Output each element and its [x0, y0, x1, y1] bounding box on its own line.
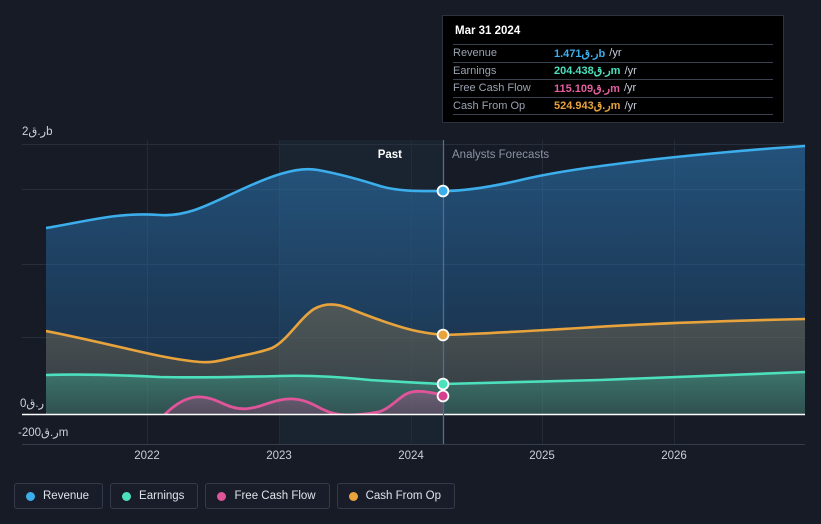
tooltip-unit-revenue: /yr: [609, 47, 622, 60]
tooltip-value-earnings: 204.438ر.قm: [554, 65, 621, 78]
tooltip-title: Mar 31 2024: [455, 25, 521, 37]
financial-area-chart[interactable]: 2ر.قb 0ر.ق -200ر.قm 2022 2023 2024 2025 …: [0, 0, 821, 480]
data-point-markers[interactable]: [436, 184, 450, 403]
tooltip-label-free-cash-flow: Free Cash Flow: [453, 82, 531, 95]
legend-label-free-cash-flow: Free Cash Flow: [234, 490, 316, 502]
forecast-band-label: Analysts Forecasts: [452, 149, 550, 161]
marker-free-cash-flow[interactable]: [436, 389, 450, 403]
free-cash-flow-color-dot-icon: [217, 491, 227, 501]
marker-revenue[interactable]: [436, 184, 450, 198]
y-axis-label-negative: -200ر.قm: [18, 427, 69, 439]
revenue-line: [46, 144, 805, 230]
tooltip-value-free-cash-flow: 115.109ر.قm: [554, 82, 620, 95]
tooltip-unit-earnings: /yr: [624, 64, 637, 77]
legend-label-earnings: Earnings: [139, 490, 185, 502]
x-axis-tick-2026: 2026: [661, 450, 687, 462]
cash-from-op-line: [46, 303, 805, 364]
marker-cash-from-op[interactable]: [436, 328, 450, 342]
chart-legend: Revenue Earnings Free Cash Flow Cash Fro…: [14, 483, 456, 509]
legend-item-free-cash-flow[interactable]: Free Cash Flow: [205, 483, 330, 509]
tooltip-row-earnings: Earnings 204.438ر.قm /yr: [453, 61, 773, 80]
x-axis-tick-2022: 2022: [134, 450, 160, 462]
y-axis-label-top: 2ر.قb: [22, 126, 53, 138]
series-free-cash-flow: [46, 389, 445, 414]
tooltip-bottom-divider: [453, 114, 773, 117]
x-axis-tick-2024: 2024: [398, 450, 424, 462]
legend-label-revenue: Revenue: [43, 490, 90, 502]
chart-tooltip: Mar 31 2024 Revenue 1.471ر.قb /yr Earnin…: [442, 15, 784, 123]
legend-item-earnings[interactable]: Earnings: [110, 483, 199, 509]
cash-from-op-color-dot-icon: [348, 491, 358, 501]
legend-item-cash-from-op[interactable]: Cash From Op: [336, 483, 456, 509]
tooltip-row-revenue: Revenue 1.471ر.قb /yr: [453, 44, 773, 62]
tooltip-value-cash-from-op: 524.943ر.قm: [554, 100, 621, 113]
tooltip-row-cash-from-op: Cash From Op 524.943ر.قm /yr: [453, 96, 773, 115]
earnings-color-dot-icon: [122, 491, 132, 501]
tooltip-label-earnings: Earnings: [453, 64, 497, 77]
legend-label-cash-from-op: Cash From Op: [365, 490, 442, 502]
y-axis-label-zero: 0ر.ق: [20, 398, 45, 410]
tooltip-unit-free-cash-flow: /yr: [623, 82, 637, 95]
legend-item-revenue[interactable]: Revenue: [14, 483, 104, 509]
past-band-label: Past: [377, 149, 402, 161]
x-axis-tick-2023: 2023: [266, 450, 292, 462]
tooltip-label-cash-from-op: Cash From Op: [453, 99, 526, 112]
tooltip-row-free-cash-flow: Free Cash Flow 115.109ر.قm /yr: [453, 79, 773, 97]
earnings-line: [46, 370, 805, 386]
marker-earnings[interactable]: [436, 377, 450, 391]
chart-plot-svg: [22, 140, 805, 445]
tooltip-value-revenue: 1.471ر.قb: [554, 47, 606, 60]
free-cash-flow-line: [46, 389, 445, 414]
revenue-color-dot-icon: [26, 491, 35, 501]
tooltip-unit-cash-from-op: /yr: [624, 99, 637, 112]
x-axis-tick-2025: 2025: [529, 450, 555, 462]
tooltip-label-revenue: Revenue: [453, 47, 498, 60]
